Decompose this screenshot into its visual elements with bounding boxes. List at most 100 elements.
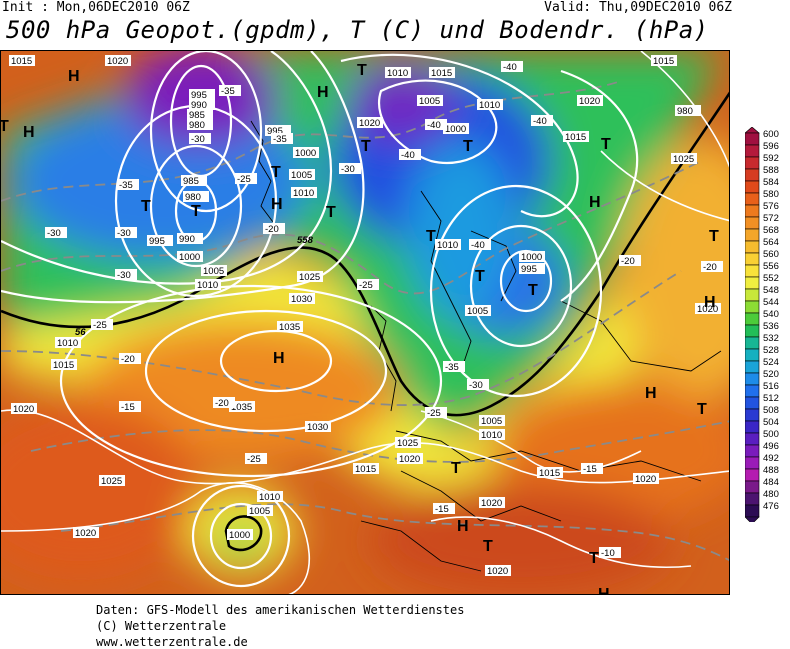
- legend-label: 564: [763, 237, 779, 248]
- pressure-label: 1010: [387, 68, 408, 79]
- legend-label: 488: [763, 465, 779, 476]
- legend-swatch: [744, 168, 760, 182]
- pressure-label: 1020: [13, 404, 34, 415]
- pressure-label: 1025: [397, 438, 418, 449]
- temperature-label: -30: [341, 164, 355, 175]
- legend-swatch: [744, 372, 760, 386]
- legend-swatch: [744, 240, 760, 254]
- legend-label: 520: [763, 369, 779, 380]
- temperature-label: -35: [221, 86, 235, 97]
- temperature-label: -10: [601, 548, 615, 559]
- temperature-label: -25: [237, 174, 251, 185]
- legend-swatch: [744, 360, 760, 374]
- pressure-label: 1025: [299, 272, 320, 283]
- low-center-marker: T: [601, 136, 611, 153]
- pressure-label: 1015: [653, 56, 674, 67]
- legend-swatch: [744, 180, 760, 194]
- pressure-label: 990: [179, 234, 195, 245]
- temperature-label: -30: [191, 134, 205, 145]
- pressure-label: 1015: [539, 468, 560, 479]
- legend-swatch: [744, 384, 760, 398]
- legend-swatch: [744, 228, 760, 242]
- legend-swatch: [744, 276, 760, 290]
- temperature-label: -30: [469, 380, 483, 391]
- high-center-marker: H: [271, 196, 283, 213]
- pressure-label: 1000: [179, 252, 200, 263]
- low-center-marker: T: [483, 538, 493, 555]
- legend-swatch: [744, 336, 760, 350]
- legend-label: 592: [763, 153, 779, 164]
- chart-title: 500 hPa Geopot.(gpdm), T (C) und Bodendr…: [6, 16, 709, 44]
- pressure-label: 985: [189, 110, 205, 121]
- legend-swatch: [744, 408, 760, 422]
- legend-swatch: [744, 132, 760, 146]
- legend-swatch: [744, 480, 760, 494]
- legend-label: 492: [763, 453, 779, 464]
- temperature-label: -40: [427, 120, 441, 131]
- pressure-label: 1020: [359, 118, 380, 129]
- temperature-label: -35: [119, 180, 133, 191]
- website-link[interactable]: www.wetterzentrale.de: [96, 635, 248, 649]
- pressure-label: 1000: [521, 252, 542, 263]
- high-center-marker: H: [589, 194, 601, 211]
- high-center-marker: H: [68, 68, 80, 85]
- pressure-label: 995: [191, 90, 207, 101]
- pressure-label: 980: [677, 106, 693, 117]
- low-center-marker: T: [697, 401, 707, 418]
- pressure-label: 1000: [295, 148, 316, 159]
- high-center-marker: H: [23, 124, 35, 141]
- legend-label: 568: [763, 225, 779, 236]
- legend-label: 576: [763, 201, 779, 212]
- pressure-label: 1005: [291, 170, 312, 181]
- legend-label: 560: [763, 249, 779, 260]
- pressure-label: 995: [149, 236, 165, 247]
- pressure-label: 1010: [259, 492, 280, 503]
- color-scale-legend: 600 596 592 588 584 580 576 572 568 564 560 556 552 5…: [744, 126, 790, 525]
- legend-label: 524: [763, 357, 779, 368]
- data-source-text: Daten: GFS-Modell des amerikanischen Wet…: [96, 603, 465, 617]
- pressure-labels: 1015 1020 1010 1015 1005 1010 1000 1020 …: [9, 55, 721, 577]
- temperature-label: -35: [445, 362, 459, 373]
- low-center-marker: T: [589, 550, 599, 567]
- temperature-label: -25: [427, 408, 441, 419]
- legend-arrow-top: [744, 126, 760, 134]
- low-center-marker: T: [141, 198, 151, 215]
- temperature-label: -40: [401, 150, 415, 161]
- legend-swatch: [744, 444, 760, 458]
- legend-swatch: [744, 504, 760, 518]
- pressure-label: 1010: [479, 100, 500, 111]
- low-center-marker: T: [361, 138, 371, 155]
- legend-label: 508: [763, 405, 779, 416]
- geopotential-label: 56: [75, 327, 86, 338]
- legend-label: 552: [763, 273, 779, 284]
- temperature-label: -15: [121, 402, 135, 413]
- weather-map: 1015 1020 1010 1015 1005 1010 1000 1020 …: [0, 50, 730, 595]
- geopotential-label: 558: [297, 235, 314, 246]
- temperature-label: -20: [121, 354, 135, 365]
- legend-swatch: [744, 312, 760, 326]
- legend-label: 600: [763, 129, 779, 140]
- legend-arrow-bottom: [744, 516, 760, 525]
- pressure-label: 995: [521, 264, 537, 275]
- pressure-label: 980: [189, 120, 205, 131]
- high-center-marker: H: [704, 294, 716, 311]
- pressure-label: 985: [183, 176, 199, 187]
- low-center-marker: T: [528, 282, 538, 299]
- legend-swatch: [744, 252, 760, 266]
- legend-label: 556: [763, 261, 779, 272]
- geopotential-contour-558: [1, 91, 729, 417]
- legend-swatch: [744, 468, 760, 482]
- pressure-label: 1020: [481, 498, 502, 509]
- legend-swatch: [744, 300, 760, 314]
- legend-label: 572: [763, 213, 779, 224]
- high-center-marker: H: [273, 350, 285, 367]
- temperature-labels: -40 -40 -40 -40 -40 -35 -35 -35 -35 -30 …: [45, 61, 723, 559]
- legend-label: 540: [763, 309, 779, 320]
- legend-swatch: [744, 420, 760, 434]
- pressure-label: 1015: [53, 360, 74, 371]
- temperature-label: -35: [273, 134, 287, 145]
- pressure-label: 990: [191, 100, 207, 111]
- low-center-marker: T: [451, 460, 461, 477]
- legend-label: 480: [763, 489, 779, 500]
- legend-swatch: [744, 432, 760, 446]
